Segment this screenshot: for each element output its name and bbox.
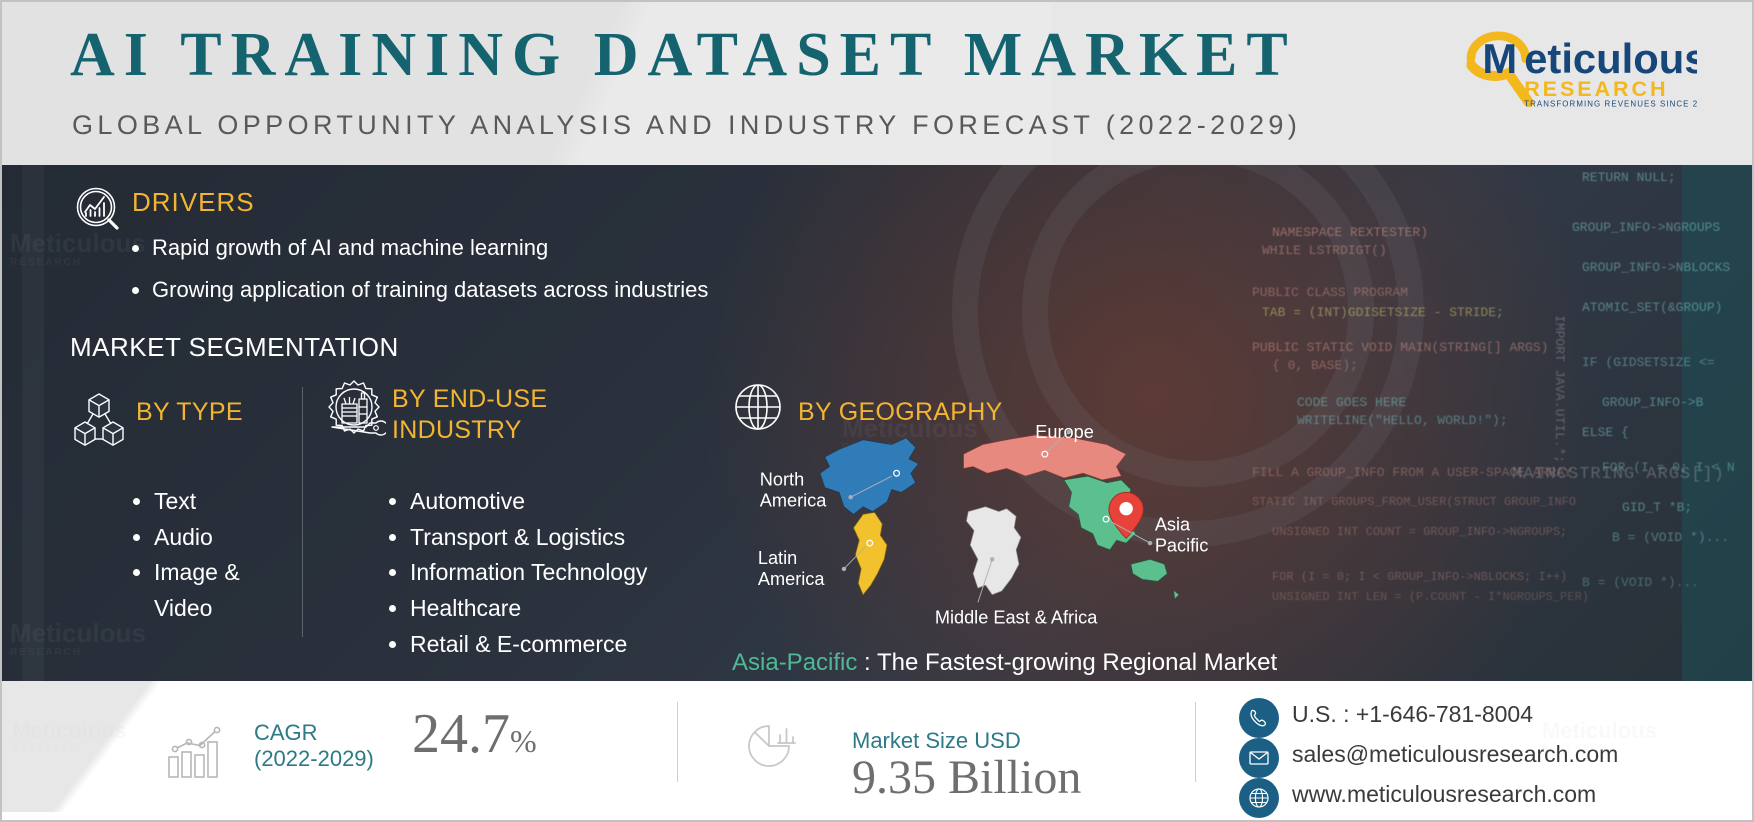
svg-text:RESEARCH: RESEARCH — [1524, 76, 1668, 101]
svg-text:Pacific: Pacific — [1155, 536, 1208, 556]
svg-text:Europe: Europe — [1035, 422, 1094, 442]
svg-text:America: America — [758, 569, 825, 589]
svg-text:M: M — [1482, 35, 1517, 82]
svg-text:Latin: Latin — [758, 548, 797, 568]
svg-text:North: North — [760, 470, 804, 490]
svg-text:eticulous: eticulous — [1524, 35, 1697, 82]
svg-text:TRANSFORMING REVENUES SINCE 20: TRANSFORMING REVENUES SINCE 2010 — [1524, 99, 1697, 108]
svg-text:Middle East & Africa: Middle East & Africa — [935, 607, 1098, 627]
svg-text:America: America — [760, 491, 827, 511]
svg-text:Asia: Asia — [1155, 515, 1191, 535]
